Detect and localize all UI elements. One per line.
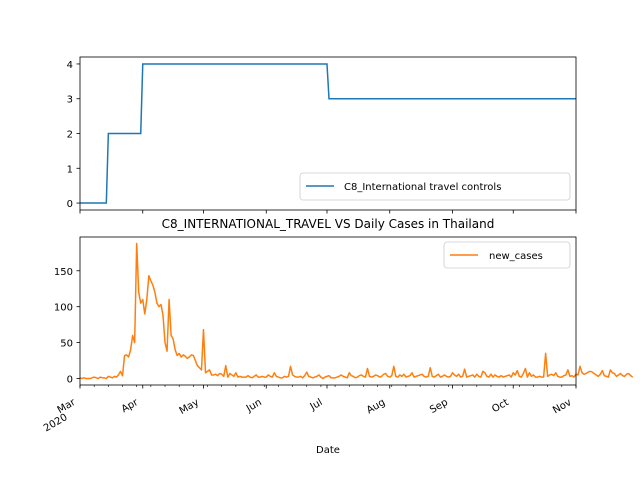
y-tick-label: 100 <box>54 303 73 314</box>
top-x-ticks <box>79 210 577 214</box>
x-tick-label: Apr <box>120 397 141 416</box>
x-axis-label: Date <box>316 445 340 456</box>
bottom-y-ticks: 0 50 100 150 <box>54 267 80 386</box>
x-tick-label: Aug <box>365 397 387 416</box>
y-tick-label: 3 <box>67 95 73 106</box>
x-tick-label: Sep <box>428 397 450 416</box>
y-tick-label: 1 <box>67 164 73 175</box>
x-tick-label: Jun <box>244 397 264 415</box>
y-tick-label: 0 <box>67 375 73 386</box>
series-line-travel-controls <box>80 63 576 204</box>
chart-title: C8_INTERNATIONAL_TRAVEL VS Daily Cases i… <box>162 217 495 231</box>
y-tick-label: 2 <box>67 130 73 141</box>
x-tick-label: Mar <box>56 397 79 416</box>
bottom-series <box>79 242 634 380</box>
y-tick-label: 50 <box>60 339 73 350</box>
x-tick-label: May <box>178 397 201 417</box>
x-tick-label: Jul <box>308 397 325 413</box>
x-tick-label: Oct <box>490 397 511 415</box>
y-tick-label: 0 <box>67 199 73 210</box>
top-legend-box <box>299 172 571 201</box>
y-tick-label: 150 <box>54 267 73 278</box>
x-tick-label: Nov <box>551 397 573 416</box>
bottom-subplot: C8_INTERNATIONAL_TRAVEL VS Daily Cases i… <box>42 217 634 456</box>
x-tick-sublabel: 2020 <box>42 412 70 434</box>
top-subplot: 0 1 2 3 4 C8_International travel controls <box>67 56 577 214</box>
series-line-new-cases <box>79 242 634 380</box>
y-tick-label: 4 <box>67 60 73 71</box>
top-legend: C8_International travel controls <box>299 172 571 201</box>
legend-label-new-cases: new_cases <box>489 251 543 262</box>
bottom-axes-frame <box>79 236 577 386</box>
top-y-ticks: 0 1 2 3 4 <box>67 60 80 210</box>
top-series <box>80 63 576 204</box>
bottom-legend: new_cases <box>443 241 571 269</box>
legend-label-travel-controls: C8_International travel controls <box>344 182 501 193</box>
bottom-legend-box <box>443 241 571 269</box>
top-axes-frame <box>79 56 577 211</box>
